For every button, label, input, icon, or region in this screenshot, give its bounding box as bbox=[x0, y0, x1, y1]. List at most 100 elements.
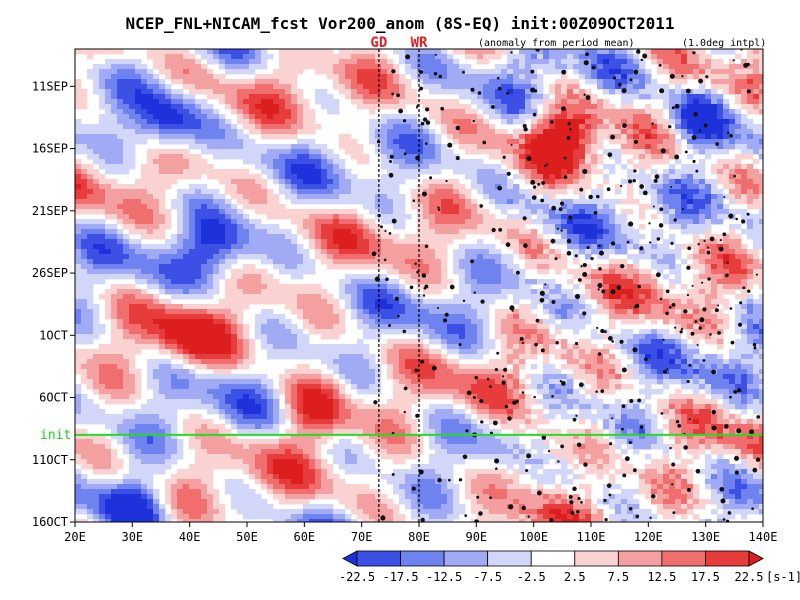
field-cell bbox=[645, 69, 652, 75]
field-cell bbox=[645, 189, 652, 195]
field-cell bbox=[171, 134, 178, 140]
field-cell bbox=[237, 119, 244, 125]
field-cell bbox=[351, 189, 358, 195]
field-cell bbox=[465, 109, 472, 115]
field-cell bbox=[213, 279, 220, 285]
field-cell bbox=[591, 269, 598, 275]
field-cell bbox=[507, 94, 514, 100]
field-cell bbox=[693, 49, 700, 55]
field-cell bbox=[537, 84, 544, 90]
field-cell bbox=[279, 114, 286, 120]
field-cell bbox=[417, 194, 424, 200]
field-cell bbox=[381, 144, 388, 150]
field-cell bbox=[399, 289, 406, 295]
field-cell bbox=[75, 84, 82, 90]
field-cell bbox=[315, 89, 322, 95]
field-cell bbox=[207, 49, 214, 55]
field-cell bbox=[639, 94, 646, 100]
field-cell bbox=[663, 174, 670, 180]
field-cell bbox=[207, 214, 214, 220]
field-cell bbox=[669, 189, 676, 195]
field-cell bbox=[753, 174, 760, 180]
field-cell bbox=[681, 169, 688, 175]
field-cell bbox=[81, 304, 88, 310]
field-cell bbox=[423, 159, 430, 165]
field-cell bbox=[189, 259, 196, 265]
field-cell bbox=[291, 149, 298, 155]
field-cell bbox=[591, 154, 598, 160]
field-cell bbox=[231, 169, 238, 175]
field-cell bbox=[231, 59, 238, 65]
field-cell bbox=[597, 159, 604, 165]
field-cell bbox=[657, 69, 664, 75]
field-cell bbox=[159, 259, 166, 265]
field-cell bbox=[471, 244, 478, 250]
field-cell bbox=[687, 294, 694, 300]
field-cell bbox=[609, 84, 616, 90]
field-cell bbox=[549, 129, 556, 135]
field-cell bbox=[543, 149, 550, 155]
field-cell bbox=[243, 234, 250, 240]
field-cell bbox=[729, 144, 736, 150]
field-cell bbox=[351, 94, 358, 100]
field-cell bbox=[723, 214, 730, 220]
field-cell bbox=[405, 239, 412, 245]
field-cell bbox=[381, 194, 388, 200]
field-cell bbox=[243, 59, 250, 65]
field-cell bbox=[213, 114, 220, 120]
field-cell bbox=[231, 79, 238, 85]
field-cell bbox=[195, 219, 202, 225]
field-cell bbox=[717, 214, 724, 220]
field-cell bbox=[615, 159, 622, 165]
field-cell bbox=[117, 169, 124, 175]
field-cell bbox=[333, 229, 340, 235]
field-cell bbox=[729, 139, 736, 145]
field-cell bbox=[171, 114, 178, 120]
field-cell bbox=[501, 119, 508, 125]
field-cell bbox=[597, 49, 604, 55]
field-cell bbox=[639, 69, 646, 75]
field-cell bbox=[495, 64, 502, 70]
field-cell bbox=[303, 259, 310, 265]
field-cell bbox=[759, 219, 763, 225]
field-cell bbox=[567, 234, 574, 240]
field-cell bbox=[543, 304, 550, 310]
field-cell bbox=[321, 244, 328, 250]
field-cell bbox=[279, 164, 286, 170]
field-cell bbox=[219, 84, 226, 90]
field-cell bbox=[591, 49, 598, 55]
field-cell bbox=[147, 214, 154, 220]
field-cell bbox=[747, 299, 754, 305]
field-cell bbox=[693, 164, 700, 170]
field-cell bbox=[117, 109, 124, 115]
field-cell bbox=[291, 219, 298, 225]
field-cell bbox=[747, 154, 754, 160]
field-cell bbox=[471, 299, 478, 305]
field-cell bbox=[225, 249, 232, 255]
field-cell bbox=[381, 294, 388, 300]
field-cell bbox=[291, 84, 298, 90]
field-cell bbox=[705, 154, 712, 160]
field-cell bbox=[645, 299, 652, 305]
field-cell bbox=[207, 284, 214, 290]
field-cell bbox=[627, 124, 634, 130]
field-cell bbox=[117, 64, 124, 70]
field-cell bbox=[267, 309, 274, 315]
field-cell bbox=[387, 244, 394, 250]
field-cell bbox=[177, 224, 184, 230]
field-cell bbox=[87, 299, 94, 305]
field-cell bbox=[147, 189, 154, 195]
field-cell bbox=[135, 109, 142, 115]
field-cell bbox=[501, 289, 508, 295]
field-cell bbox=[207, 194, 214, 200]
field-cell bbox=[471, 139, 478, 145]
field-cell bbox=[399, 54, 406, 60]
field-cell bbox=[411, 124, 418, 130]
field-cell bbox=[243, 244, 250, 250]
field-cell bbox=[747, 164, 754, 170]
field-cell bbox=[255, 89, 262, 95]
field-cell bbox=[579, 104, 586, 110]
field-cell bbox=[759, 259, 763, 265]
field-cell bbox=[471, 89, 478, 95]
